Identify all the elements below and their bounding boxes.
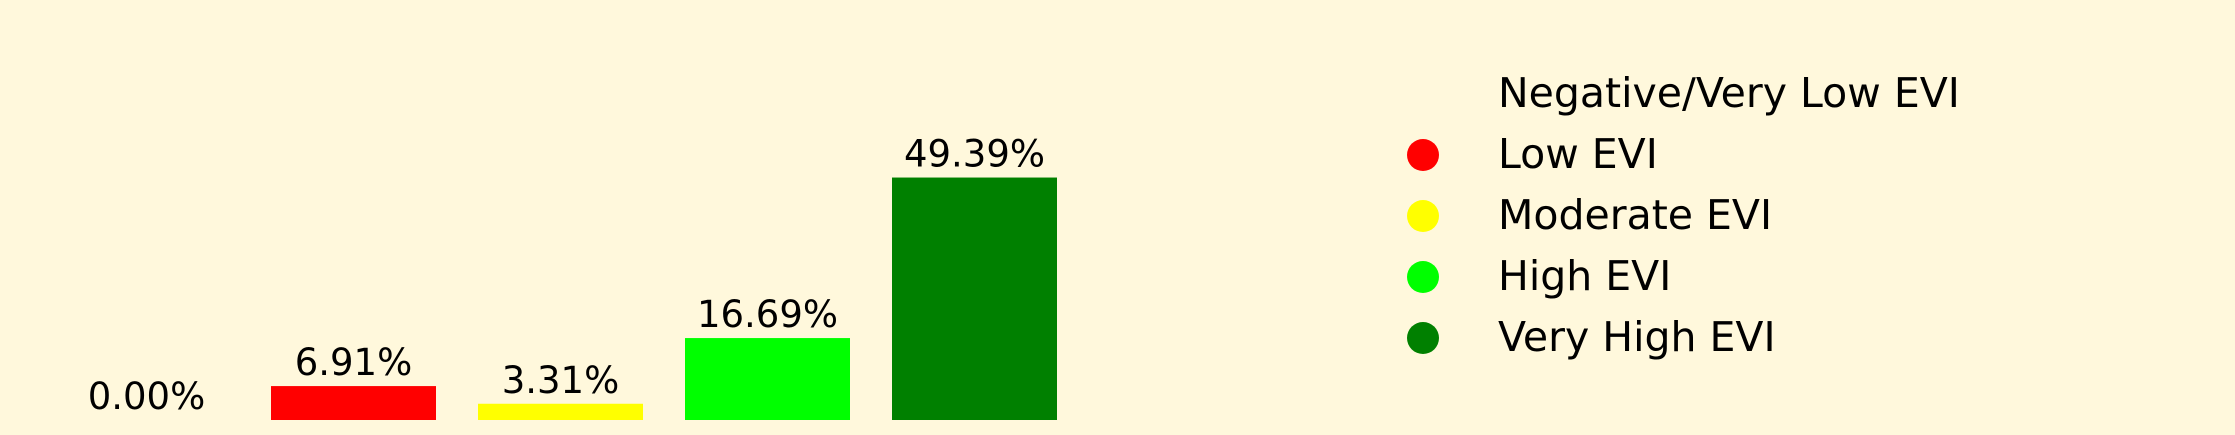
bar-4 bbox=[892, 177, 1057, 420]
bars-group bbox=[271, 177, 1057, 420]
bar-value-label-0: 0.00% bbox=[88, 375, 206, 418]
legend-marker-4 bbox=[1407, 322, 1439, 354]
legend-marker-0 bbox=[1407, 78, 1439, 110]
bar-value-label-2: 3.31% bbox=[502, 359, 620, 402]
legend-marker-3 bbox=[1407, 261, 1439, 293]
legend-label-4: Very High EVI bbox=[1498, 313, 1776, 361]
legend: Negative/Very Low EVI Low EVI Moderate EVI… bbox=[1407, 69, 1960, 361]
legend-marker-2 bbox=[1407, 200, 1439, 232]
bar-value-label-1: 6.91% bbox=[295, 341, 413, 384]
bar-3 bbox=[685, 338, 850, 420]
legend-label-0: Negative/Very Low EVI bbox=[1498, 69, 1960, 117]
bar-value-labels: 0.00% 6.91% 3.31% 16.69% 49.39% bbox=[88, 133, 1045, 418]
bar-2 bbox=[478, 403, 643, 420]
legend-label-3: High EVI bbox=[1498, 252, 1671, 300]
bar-value-label-3: 16.69% bbox=[697, 293, 838, 336]
bar-value-label-4: 49.39% bbox=[904, 133, 1045, 176]
legend-marker-1 bbox=[1407, 139, 1439, 171]
legend-label-1: Low EVI bbox=[1498, 130, 1658, 178]
bar-1 bbox=[271, 386, 436, 420]
legend-label-2: Moderate EVI bbox=[1498, 191, 1772, 239]
